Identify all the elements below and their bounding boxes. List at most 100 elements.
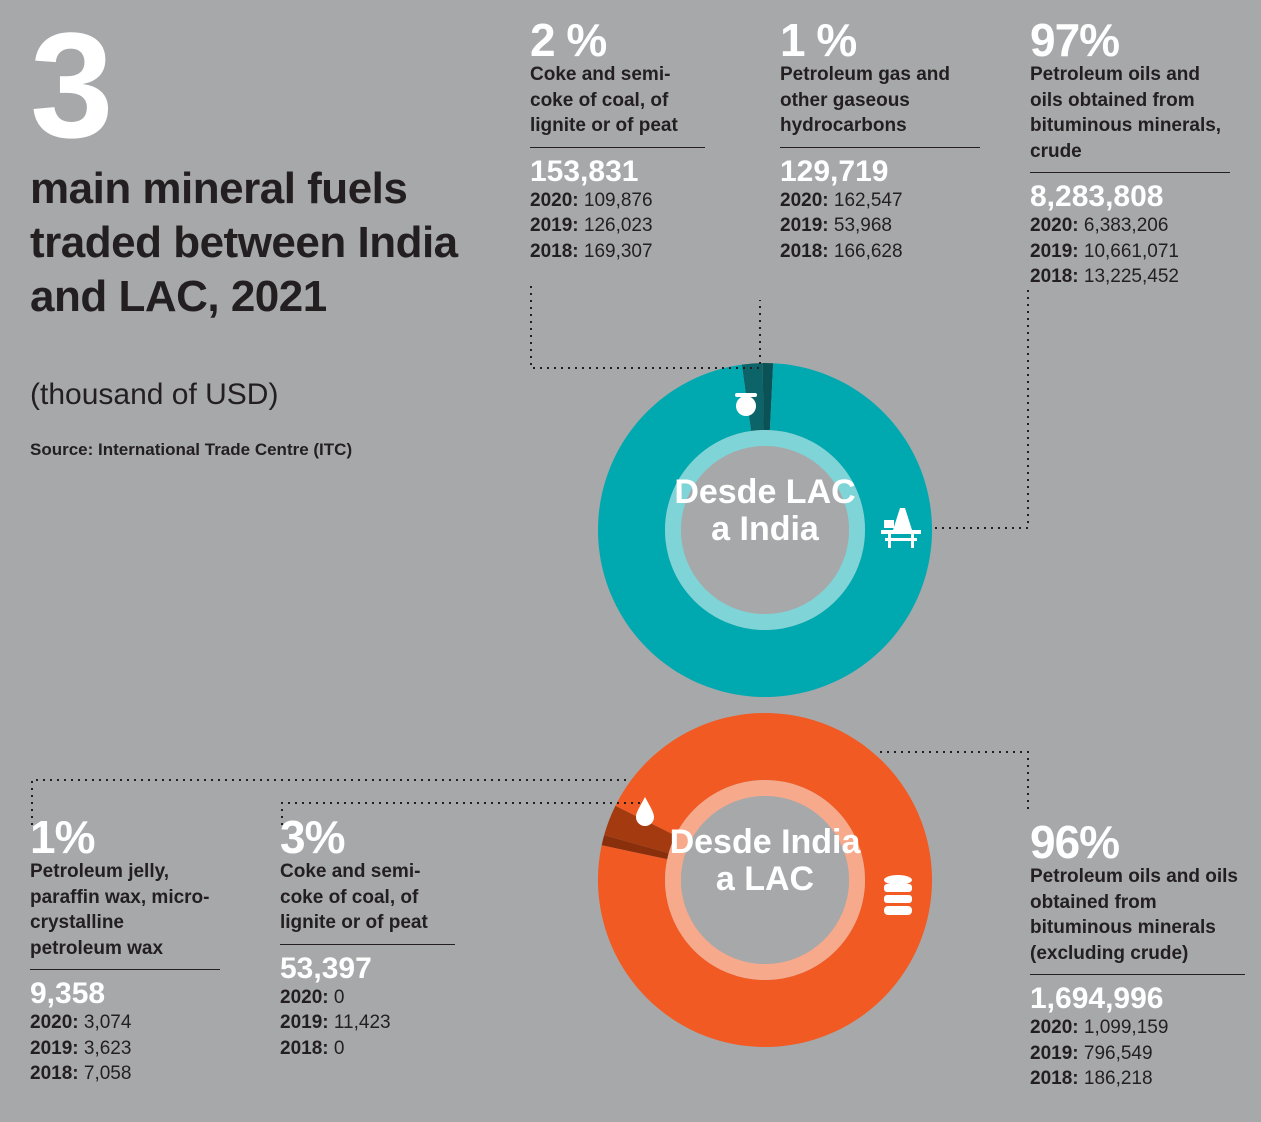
history-value: 13,225,452 [1083, 266, 1179, 287]
inner-ring [665, 780, 865, 980]
connector [31, 779, 630, 825]
category-name: Coke and semi-coke of coal, of lignite o… [280, 859, 455, 945]
history-value: 162,547 [833, 189, 903, 211]
donut-hole [681, 796, 849, 964]
history-row: 2020: 0 [280, 985, 455, 1011]
history-row: 2019: 53,968 [780, 213, 980, 239]
history-year: 2019: [780, 215, 829, 236]
percent-label: 1% [30, 811, 95, 863]
history-year: 2020: [30, 1012, 79, 1033]
history-value: 796,549 [1083, 1042, 1153, 1064]
icon-barrel [884, 875, 912, 915]
history-year: 2018: [780, 240, 829, 262]
percent-label: 2 % [530, 14, 607, 66]
connector [935, 290, 1029, 529]
history-year: 2019: [30, 1037, 79, 1059]
category-block: 97% Petroleum oils and oils obtained from… [1030, 14, 1230, 290]
history-year: 2018: [1030, 266, 1079, 287]
category-name: Petroleum gas and other gaseous hydrocar… [780, 62, 980, 148]
history-value: 10,661,071 [1083, 240, 1179, 262]
donut-slice [598, 363, 933, 697]
category-name: Coke and semi-coke of coal, of lignite o… [530, 62, 705, 148]
inner-ring [665, 430, 865, 630]
history-value: 6,383,206 [1083, 215, 1169, 236]
history-value: 7,058 [83, 1063, 132, 1084]
history-value: 1,099,159 [1083, 1017, 1169, 1038]
icon-gas [735, 393, 757, 416]
category-name: Petroleum oils and oils obtained from bi… [1030, 62, 1230, 173]
history-year: 2020: [1030, 215, 1079, 236]
title: main mineral fuels traded between India … [30, 164, 458, 321]
history-row: 2020: 162,547 [780, 188, 980, 214]
history-year: 2018: [30, 1063, 79, 1084]
total-value: 153,831 [530, 154, 639, 188]
donut-slice [762, 362, 774, 431]
category-block: 1% Petroleum jelly, paraffin wax, micro- … [30, 811, 220, 1087]
history-row: 2019: 11,423 [280, 1010, 455, 1036]
connector [880, 751, 1029, 810]
history-row: 2018: 13,225,452 [1030, 264, 1230, 290]
history-value: 53,968 [833, 215, 893, 236]
donut-title: Desde LAC a India [674, 473, 856, 548]
history-year: 2020: [1030, 1017, 1079, 1038]
total-value: 8,283,808 [1030, 180, 1164, 213]
category-name: Petroleum jelly, paraffin wax, micro- cr… [30, 859, 220, 970]
percent-label: 1 % [780, 14, 857, 66]
source: Source: International Trade Centre (ITC) [30, 440, 353, 459]
category-block: 3% Coke and semi-coke of coal, of lignite… [280, 811, 455, 1062]
category-name: Petroleum oils and oils obtained from bi… [1030, 864, 1245, 975]
history-row: 2018: 186,218 [1030, 1066, 1245, 1092]
history-year: 2019: [1030, 240, 1079, 262]
connector [530, 286, 761, 369]
history-value: 11,423 [333, 1012, 391, 1033]
percent-label: 97% [1030, 14, 1120, 66]
donut-slice [601, 835, 669, 860]
history-row: 2019: 3,623 [30, 1036, 220, 1062]
donut-title: Desde India a LAC [669, 823, 861, 898]
icon-rig [881, 508, 921, 548]
history-year: 2020: [780, 189, 829, 211]
connector [281, 802, 640, 825]
category-block: 1 % Petroleum gas and other gaseous hydro… [780, 14, 980, 265]
history-row: 2020: 1,099,159 [1030, 1015, 1245, 1041]
history-row: 2019: 126,023 [530, 213, 705, 239]
donuts [597, 362, 933, 1047]
donut-slice [597, 712, 933, 1047]
history-value: 0 [333, 1037, 345, 1059]
history-row: 2020: 109,876 [530, 188, 705, 214]
history-value: 109,876 [583, 189, 653, 211]
total-value: 129,719 [780, 154, 889, 188]
history-year: 2018: [530, 240, 579, 262]
total-value: 9,358 [30, 977, 106, 1010]
history-value: 166,628 [833, 240, 903, 262]
history-row: 2018: 169,307 [530, 239, 705, 265]
history-row: 2020: 3,074 [30, 1010, 220, 1036]
icon-drop [636, 797, 654, 826]
history-row: 2019: 796,549 [1030, 1041, 1245, 1067]
history-year: 2020: [280, 986, 329, 1008]
percent-label: 96% [1030, 816, 1120, 868]
history-year: 2019: [280, 1012, 329, 1033]
history-year: 2020: [530, 189, 579, 211]
history-row: 2019: 10,661,071 [1030, 239, 1230, 265]
history-value: 3,623 [83, 1037, 132, 1059]
history-year: 2019: [530, 215, 579, 236]
total-value: 53,397 [280, 951, 372, 985]
category-block: 96% Petroleum oils and oils obtained from… [1030, 816, 1245, 1092]
donut-hole [681, 446, 849, 614]
total-value: 1,694,996 [1030, 982, 1164, 1015]
history-row: 2020: 6,383,206 [1030, 213, 1230, 239]
history-year: 2018: [1030, 1068, 1079, 1089]
donut-slice [604, 805, 676, 854]
percent-label: 3% [280, 811, 345, 863]
history-row: 2018: 7,058 [30, 1061, 220, 1087]
history-value: 169,307 [583, 240, 653, 262]
history-row: 2018: 166,628 [780, 239, 980, 265]
history-row: 2018: 0 [280, 1036, 455, 1062]
history-value: 186,218 [1083, 1068, 1153, 1089]
history-value: 3,074 [83, 1012, 132, 1033]
headline-number: 3 [30, 1, 113, 169]
subtitle: (thousand of USD) [30, 378, 279, 411]
